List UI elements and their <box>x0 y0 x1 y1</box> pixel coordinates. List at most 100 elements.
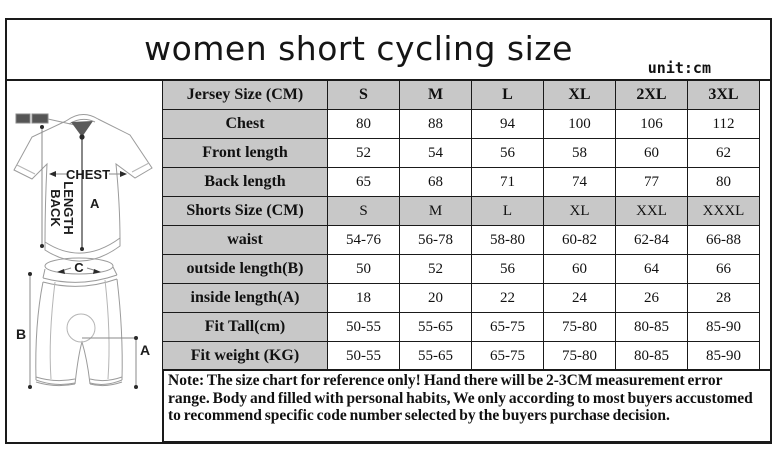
note-text: Note: The size chart for reference only!… <box>162 369 772 443</box>
size-value-cell: 65-75 <box>471 341 544 371</box>
chest-label: CHEST <box>66 167 110 182</box>
size-header-cell: 2XL <box>615 80 688 110</box>
size-value-cell: 80-85 <box>615 312 688 342</box>
table-row: waist 54-76 56-78 58-80 60-82 62-84 66-88 <box>162 225 760 255</box>
size-value-cell: 56 <box>471 254 544 284</box>
size-value-cell: 56-78 <box>399 225 472 255</box>
size-table: Jersey Size (CM) S M L XL 2XL 3XL Chest 80 88 94 10… <box>162 80 760 371</box>
size-value-cell: 85-90 <box>687 341 760 371</box>
size-header-cell: XL <box>543 80 616 110</box>
shorts-b-label: B <box>16 326 26 342</box>
row-label: waist <box>162 225 328 255</box>
size-header-cell: S <box>327 80 400 110</box>
size-value-cell: 65-75 <box>471 312 544 342</box>
hem-shade <box>44 237 121 262</box>
back-length-measure: BACK LENGTH <box>40 125 76 248</box>
size-header-cell: M <box>399 196 472 226</box>
row-label: Jersey Size (CM) <box>162 80 328 110</box>
row-label: Shorts Size (CM) <box>162 196 328 226</box>
size-value-cell: 64 <box>615 254 688 284</box>
size-value-cell: 18 <box>327 283 400 313</box>
size-value-cell: 75-80 <box>543 341 616 371</box>
size-value-cell: 52 <box>399 254 472 284</box>
size-value-cell: 80 <box>327 109 400 139</box>
size-value-cell: 50-55 <box>327 341 400 371</box>
shorts-sketch: C B <box>16 257 150 389</box>
size-value-cell: 20 <box>399 283 472 313</box>
size-value-cell: 94 <box>471 109 544 139</box>
pad-circle <box>66 313 96 343</box>
size-tag-icon <box>15 113 76 126</box>
size-value-cell: 66-88 <box>687 225 760 255</box>
size-value-cell: 60 <box>615 138 688 168</box>
size-value-cell: 66 <box>687 254 760 284</box>
size-value-cell: 24 <box>543 283 616 313</box>
row-label: Fit weight (KG) <box>162 341 328 371</box>
size-value-cell: 58-80 <box>471 225 544 255</box>
size-header-cell: XXXL <box>687 196 760 226</box>
size-value-cell: 22 <box>471 283 544 313</box>
size-value-cell: 55-65 <box>399 341 472 371</box>
size-value-cell: 60-82 <box>543 225 616 255</box>
garment-diagram: A CHEST BACK LENGTH <box>13 113 153 389</box>
length-label: LENGTH <box>61 181 76 234</box>
size-header-cell: XL <box>543 196 616 226</box>
size-value-cell: 74 <box>543 167 616 197</box>
chest-measure: CHEST <box>49 167 127 182</box>
size-value-cell: 80 <box>687 167 760 197</box>
table-row: outside length(B) 50 52 56 60 64 66 <box>162 254 760 284</box>
size-value-cell: 75-80 <box>543 312 616 342</box>
size-header-cell: 3XL <box>687 80 760 110</box>
table-row: inside length(A) 18 20 22 24 26 28 <box>162 283 760 313</box>
size-header-cell: S <box>327 196 400 226</box>
collar-shade <box>71 121 93 137</box>
row-label: Fit Tall(cm) <box>162 312 328 342</box>
size-value-cell: 88 <box>399 109 472 139</box>
size-value-cell: 106 <box>615 109 688 139</box>
size-value-cell: 112 <box>687 109 760 139</box>
size-value-cell: 52 <box>327 138 400 168</box>
shorts-c-label: C <box>74 260 84 275</box>
size-value-cell: 28 <box>687 283 760 313</box>
size-value-cell: 77 <box>615 167 688 197</box>
size-value-cell: 62-84 <box>615 225 688 255</box>
size-value-cell: 71 <box>471 167 544 197</box>
size-value-cell: 60 <box>543 254 616 284</box>
unit-label: unit:cm <box>647 59 711 77</box>
back-label: BACK <box>48 189 63 227</box>
jersey-sketch: A CHEST BACK LENGTH <box>13 113 153 262</box>
row-label: outside length(B) <box>162 254 328 284</box>
size-value-cell: 58 <box>543 138 616 168</box>
size-header-cell: L <box>471 196 544 226</box>
chart-border <box>5 18 772 444</box>
size-header-cell: XXL <box>615 196 688 226</box>
size-value-cell: 50-55 <box>327 312 400 342</box>
table-row: Back length 65 68 71 74 77 80 <box>162 167 760 197</box>
size-value-cell: 100 <box>543 109 616 139</box>
row-label: Front length <box>162 138 328 168</box>
size-value-cell: 50 <box>327 254 400 284</box>
a-measure: A <box>82 336 150 389</box>
row-label: inside length(A) <box>162 283 328 313</box>
table-row: Jersey Size (CM) S M L XL 2XL 3XL <box>162 80 760 110</box>
size-header-cell: M <box>399 80 472 110</box>
table-row: Shorts Size (CM) S M L XL XXL XXXL <box>162 196 760 226</box>
size-value-cell: 26 <box>615 283 688 313</box>
size-table-body: Jersey Size (CM) S M L XL 2XL 3XL Chest 80 88 94 10… <box>162 80 760 371</box>
size-value-cell: 55-65 <box>399 312 472 342</box>
jersey-a-label: A <box>90 196 100 211</box>
page-title: women short cycling size <box>144 29 573 68</box>
table-row: Fit weight (KG) 50-55 55-65 65-75 75-80 80-85… <box>162 341 760 371</box>
table-row: Chest 80 88 94 100 106 112 <box>162 109 760 139</box>
size-value-cell: 65 <box>327 167 400 197</box>
row-label: Back length <box>162 167 328 197</box>
row-label: Chest <box>162 109 328 139</box>
b-measure: B <box>16 272 32 389</box>
size-value-cell: 56 <box>471 138 544 168</box>
waist-ellipse <box>44 257 114 275</box>
size-header-cell: L <box>471 80 544 110</box>
size-value-cell: 54 <box>399 138 472 168</box>
size-value-cell: 68 <box>399 167 472 197</box>
size-value-cell: 80-85 <box>615 341 688 371</box>
